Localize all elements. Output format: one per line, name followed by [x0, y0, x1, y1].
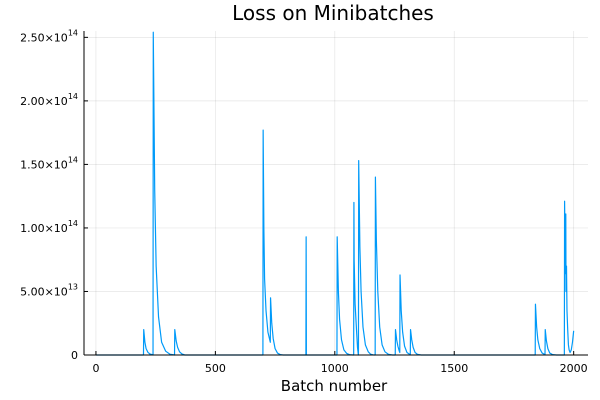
y-tick-label-5: 2.50×1014	[20, 28, 78, 44]
series-line-0	[95, 31, 575, 356]
grid-lines	[84, 31, 588, 356]
x-tick-label-3: 1500	[440, 362, 468, 375]
x-tick-label-0: 0	[92, 362, 99, 375]
x-tick-labels: 0 500 1000 1500 2000	[92, 362, 587, 375]
y-tick-labels: 0 5.00×1013 1.00×1014 1.50×1014 2.00×1014 2.5…	[20, 28, 78, 362]
y-tick-label-0: 0	[71, 349, 78, 362]
y-tick-label-3: 1.50×1014	[20, 155, 78, 171]
chart-title: Loss on Minibatches	[232, 1, 434, 25]
x-tick-label-2: 1000	[321, 362, 349, 375]
x-tick-label-4: 2000	[560, 362, 588, 375]
axes	[83, 31, 588, 356]
y-tick-label-1: 5.00×1013	[20, 282, 78, 298]
x-axis-label: Batch number	[281, 377, 388, 395]
y-tick-label-2: 1.00×1014	[20, 219, 78, 235]
y-tick-label-4: 2.00×1014	[20, 92, 78, 108]
x-tick-label-1: 500	[205, 362, 226, 375]
series-layer	[95, 31, 575, 356]
